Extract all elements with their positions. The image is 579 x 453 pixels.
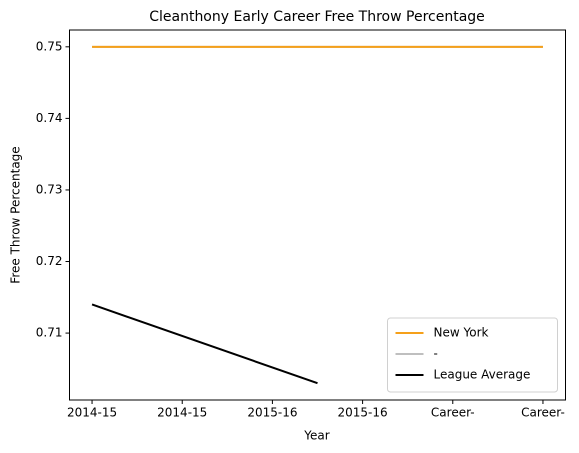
y-tick-label: 0.72 <box>36 254 63 268</box>
plot-frame <box>69 29 566 401</box>
y-tick-label: 0.74 <box>36 111 63 125</box>
y-axis-label: Free Throw Percentage <box>9 146 23 283</box>
legend-label: League Average <box>434 368 531 382</box>
y-tick-label: 0.71 <box>36 326 63 340</box>
legend-label: New York <box>434 326 489 340</box>
x-tick-label: 2014-15 <box>157 406 207 420</box>
x-tick-label: 2014-15 <box>67 406 117 420</box>
series-line <box>91 303 318 385</box>
x-axis-label: Year <box>303 429 329 443</box>
y-tick-label: 0.75 <box>36 39 63 53</box>
x-tick-label: 2015-16 <box>247 406 297 420</box>
y-tick-label: 0.73 <box>36 182 63 196</box>
x-tick-label: Career- <box>521 406 565 420</box>
chart-title: Cleanthony Early Career Free Throw Perce… <box>149 9 485 25</box>
x-tick-label: Career- <box>431 406 475 420</box>
legend-label: - <box>434 347 438 361</box>
legend-box <box>387 317 558 393</box>
x-tick-label: 2015-16 <box>338 406 388 420</box>
